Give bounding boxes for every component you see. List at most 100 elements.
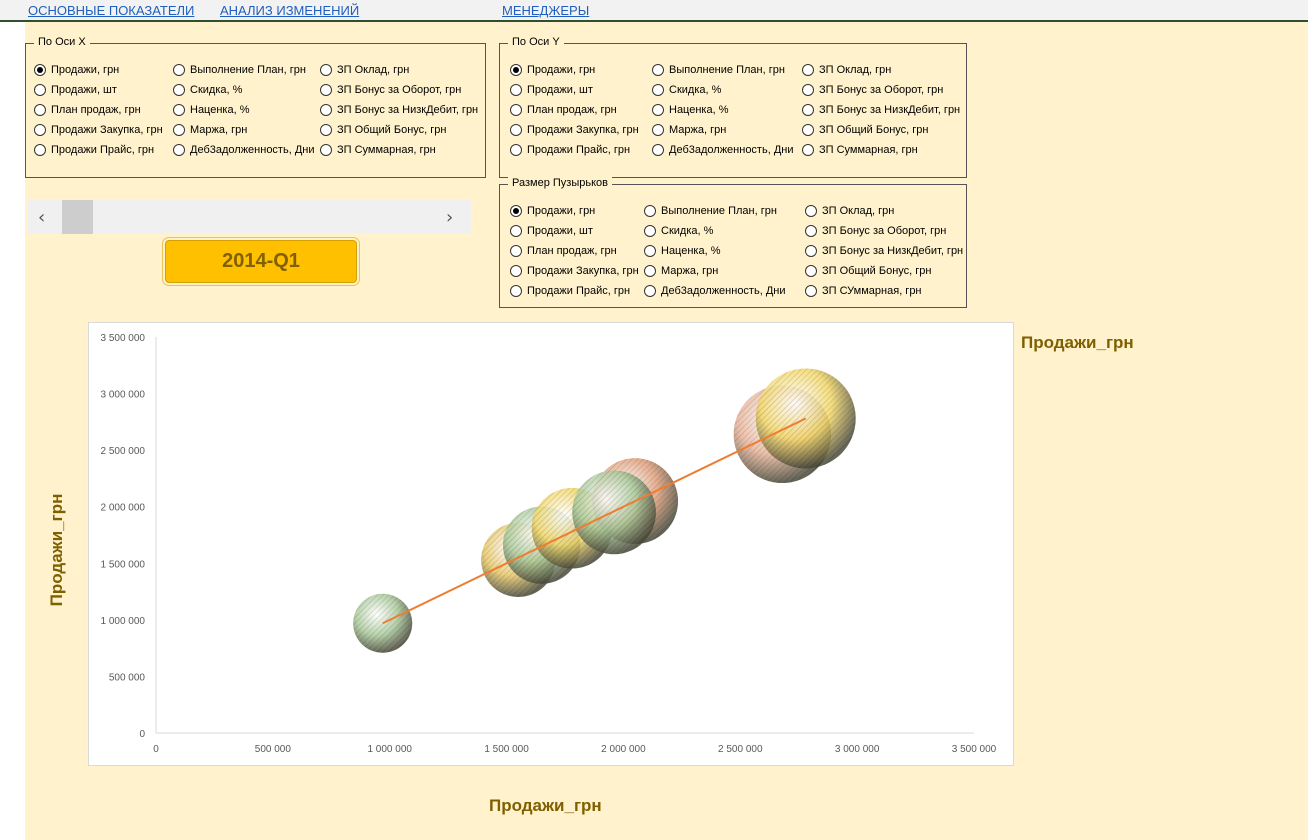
radio-circle-icon xyxy=(34,104,46,116)
radio-circle-icon xyxy=(802,124,814,136)
radio-circle-icon xyxy=(34,64,46,76)
x-axis-radio-9[interactable]: Деб3адолженность, Дни xyxy=(173,144,315,156)
bubble-size-radio-9[interactable]: Деб3адолженность, Дни xyxy=(644,285,786,297)
x-axis-radio-14[interactable]: ЗП Суммарная, грн xyxy=(320,144,436,156)
x-axis-radio-10[interactable]: ЗП Оклад, грн xyxy=(320,64,409,76)
x-axis-radio-11[interactable]: ЗП Бонус за Оборот, грн xyxy=(320,84,461,96)
radio-circle-icon xyxy=(173,124,185,136)
scroll-thumb[interactable] xyxy=(62,200,93,234)
y-axis-radio-5[interactable]: Выполнение План, грн xyxy=(652,64,785,76)
y-axis-radio-0[interactable]: Продажи, грн xyxy=(510,64,595,76)
radio-circle-icon xyxy=(802,104,814,116)
x-axis-radio-1[interactable]: Продажи, шт xyxy=(34,84,117,96)
y-axis-radio-11[interactable]: ЗП Бонус за Оборот, грн xyxy=(802,84,943,96)
radio-circle-icon xyxy=(652,64,664,76)
x-axis-radio-5[interactable]: Выполнение План, грн xyxy=(173,64,306,76)
x-axis-radio-13[interactable]: ЗП Общий Бонус, грн xyxy=(320,124,446,136)
radio-circle-icon xyxy=(805,285,817,297)
y-axis-group-title: По Оси Y xyxy=(508,36,564,48)
radio-circle-icon xyxy=(802,84,814,96)
x-axis-radio-6[interactable]: Скидка, % xyxy=(173,84,242,96)
radio-label: Продажи, грн xyxy=(527,64,596,76)
bubble-size-radio-13[interactable]: ЗП Общий Бонус, грн xyxy=(805,265,931,277)
y-axis-radio-2[interactable]: План продаж, грн xyxy=(510,104,617,116)
period-scrollbar[interactable]: ‹ › xyxy=(28,200,471,234)
chevron-left-icon[interactable]: ‹ xyxy=(38,207,46,228)
x-axis-radio-2[interactable]: План продаж, грн xyxy=(34,104,141,116)
bubble-size-radio-1[interactable]: Продажи, шт xyxy=(510,225,593,237)
radio-label: Продажи, шт xyxy=(527,84,593,96)
y-axis-group: По Оси Y Продажи, грн Продажи, шт План про… xyxy=(499,36,967,178)
radio-circle-icon xyxy=(805,225,817,237)
bubble-size-radio-2[interactable]: План продаж, грн xyxy=(510,245,617,257)
y-axis-radio-6[interactable]: Скидка, % xyxy=(652,84,721,96)
x-axis-radio-4[interactable]: Продажи Прайс, грн xyxy=(34,144,154,156)
bubble-size-radio-11[interactable]: ЗП Бонус за Оборот, грн xyxy=(805,225,946,237)
radio-circle-icon xyxy=(173,84,185,96)
y-axis-radio-9[interactable]: Деб3адолженность, Дни xyxy=(652,144,794,156)
radio-label: ЗП Бонус за НизкДебит, грн xyxy=(337,104,479,116)
bubble-size-radio-12[interactable]: ЗП Бонус за НизкДебит, грн xyxy=(805,245,963,257)
y-axis-radio-1[interactable]: Продажи, шт xyxy=(510,84,593,96)
x-axis-radio-0[interactable]: Продажи, грн xyxy=(34,64,119,76)
radio-label: Выполнение План, грн xyxy=(661,205,777,217)
bubble-size-radio-7[interactable]: Наценка, % xyxy=(644,245,721,257)
y-axis-radio-10[interactable]: ЗП Оклад, грн xyxy=(802,64,891,76)
radio-circle-icon xyxy=(34,84,46,96)
radio-label: ЗП Бонус за НизкДебит, грн xyxy=(819,104,961,116)
radio-label: Продажи Прайс, грн xyxy=(51,144,155,156)
bubble-size-radio-0[interactable]: Продажи, грн xyxy=(510,205,595,217)
x-tick-label: 3 000 000 xyxy=(835,744,880,755)
x-axis-group-title: По Оси Х xyxy=(34,36,90,48)
x-tick-label: 1 000 000 xyxy=(367,744,412,755)
radio-circle-icon xyxy=(320,144,332,156)
bubble-size-radio-6[interactable]: Скидка, % xyxy=(644,225,713,237)
radio-label: ЗП Бонус за Оборот, грн xyxy=(337,84,462,96)
nav-link-change-analysis[interactable]: АНАЛИЗ ИЗМЕНЕНИЙ xyxy=(220,3,360,18)
y-axis-radio-3[interactable]: Продажи Закупка, грн xyxy=(510,124,639,136)
nav-link-main-indicators[interactable]: ОСНОВНЫЕ ПОКАЗАТЕЛИ xyxy=(28,3,195,18)
y-axis-radio-7[interactable]: Наценка, % xyxy=(652,104,729,116)
radio-label: План продаж, грн xyxy=(51,104,141,116)
radio-label: Наценка, % xyxy=(190,104,250,116)
bubble-size-radio-8[interactable]: Маржа, грн xyxy=(644,265,718,277)
radio-label: Продажи, грн xyxy=(527,205,596,217)
bubble-point-hatch xyxy=(353,593,413,653)
x-axis-radio-3[interactable]: Продажи Закупка, грн xyxy=(34,124,163,136)
x-tick-label: 1 500 000 xyxy=(484,744,529,755)
bubble-chart-svg: 0 500 000 1 000 000 1 500 000 2 000 000 2 500… xyxy=(101,333,997,755)
bubble-size-radio-14[interactable]: ЗП СУммарная, грн xyxy=(805,285,922,297)
radio-label: Скидка, % xyxy=(190,84,243,96)
x-axis-radio-12[interactable]: ЗП Бонус за НизкДебит, грн xyxy=(320,104,478,116)
radio-label: Деб3адолженность, Дни xyxy=(661,285,786,297)
radio-label: ЗП Оклад, грн xyxy=(337,64,410,76)
radio-circle-icon xyxy=(644,205,656,217)
y-axis-radio-8[interactable]: Маржа, грн xyxy=(652,124,726,136)
y-axis-radio-12[interactable]: ЗП Бонус за НизкДебит, грн xyxy=(802,104,960,116)
x-axis-radio-8[interactable]: Маржа, грн xyxy=(173,124,247,136)
nav-link-managers[interactable]: МЕНЕДЖЕРЫ xyxy=(502,3,590,18)
y-tick-label: 1 000 000 xyxy=(101,616,146,627)
chevron-right-icon[interactable]: › xyxy=(446,207,454,228)
bubble-size-radio-10[interactable]: ЗП Оклад, грн xyxy=(805,205,894,217)
top-nav-bar: ОСНОВНЫЕ ПОКАЗАТЕЛИ АНАЛИЗ ИЗМЕНЕНИЙ МЕН… xyxy=(0,0,1308,22)
y-axis-radio-4[interactable]: Продажи Прайс, грн xyxy=(510,144,630,156)
radio-label: Продажи Прайс, грн xyxy=(527,144,631,156)
radio-circle-icon xyxy=(34,144,46,156)
radio-label: Скидка, % xyxy=(661,225,714,237)
radio-circle-icon xyxy=(510,104,522,116)
radio-circle-icon xyxy=(644,265,656,277)
radio-label: Маржа, грн xyxy=(190,124,248,136)
radio-label: Скидка, % xyxy=(669,84,722,96)
bubble-size-radio-4[interactable]: Продажи Прайс, грн xyxy=(510,285,630,297)
y-axis-radio-13[interactable]: ЗП Общий Бонус, грн xyxy=(802,124,928,136)
y-axis-radio-14[interactable]: ЗП Суммарная, грн xyxy=(802,144,918,156)
radio-circle-icon xyxy=(173,64,185,76)
radio-label: ЗП Оклад, грн xyxy=(819,64,892,76)
radio-circle-icon xyxy=(652,104,664,116)
radio-label: ЗП Бонус за Оборот, грн xyxy=(819,84,944,96)
x-axis-radio-7[interactable]: Наценка, % xyxy=(173,104,250,116)
bubble-size-radio-3[interactable]: Продажи Закупка, грн xyxy=(510,265,639,277)
bubble-size-radio-5[interactable]: Выполнение План, грн xyxy=(644,205,777,217)
radio-label: Наценка, % xyxy=(669,104,729,116)
